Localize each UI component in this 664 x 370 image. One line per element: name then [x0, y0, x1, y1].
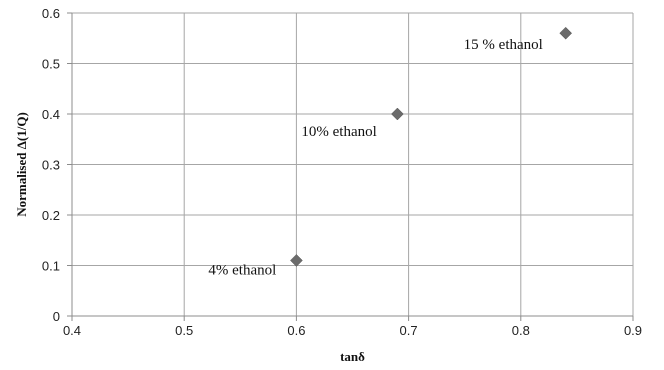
data-point [290, 254, 303, 267]
data-point [391, 107, 404, 121]
tick-labels: 0.4 0.5 0.6 0.7 0.8 0.9 0 0.1 0.2 0.3 0.4 0.5 0.6 [42, 6, 642, 338]
y-tick-label: 0.5 [42, 57, 60, 72]
x-tick-label: 0.8 [512, 323, 530, 338]
x-tick-label: 0.7 [400, 323, 418, 338]
y-tick-label: 0.6 [42, 6, 60, 21]
y-tick-label: 0.1 [42, 259, 60, 274]
point-label: 15 % ethanol [464, 37, 543, 53]
y-tick-label: 0.4 [42, 107, 60, 122]
x-tick-label: 0.6 [287, 323, 305, 338]
point-label: 10% ethanol [301, 124, 376, 140]
point-annotations: 4% ethanol 10% ethanol 15 % ethanol [208, 37, 542, 278]
y-tick-label: 0 [53, 309, 60, 324]
x-axis-title: tanδ [340, 349, 365, 364]
data-point [559, 26, 573, 40]
x-tick-label: 0.9 [624, 323, 642, 338]
axes-layer [67, 12, 634, 321]
y-tick-label: 0.2 [42, 208, 60, 223]
x-tick-label: 0.4 [63, 323, 81, 338]
y-axis-title: Normalised Δ(1/Q) [14, 112, 29, 217]
grid-layer [71, 12, 634, 317]
y-tick-label: 0.3 [42, 158, 60, 173]
point-label: 4% ethanol [208, 262, 276, 278]
data-points [290, 26, 573, 267]
x-tick-label: 0.5 [175, 323, 193, 338]
